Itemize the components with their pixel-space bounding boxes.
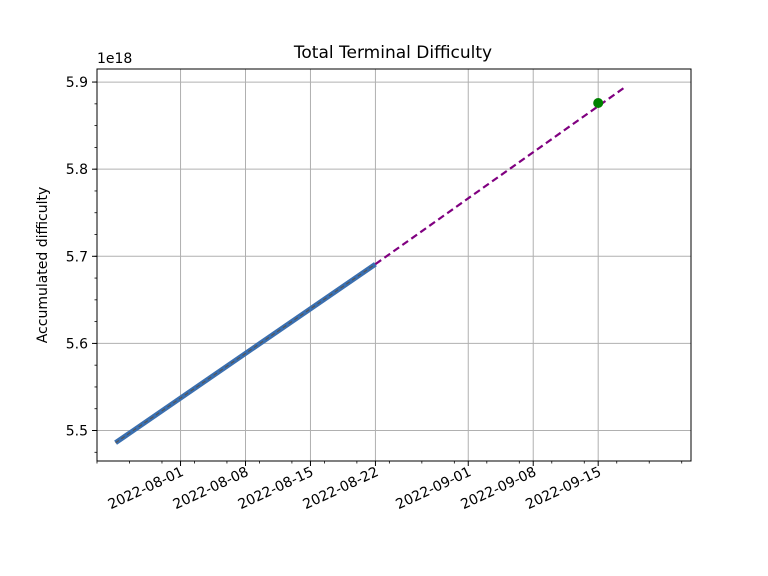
- plot-frame: [96, 68, 692, 462]
- y-tick-label: 5.6: [66, 336, 88, 352]
- plot-area: [97, 69, 691, 461]
- y-tick-label: 5.5: [66, 424, 88, 440]
- marker-point: [593, 97, 604, 108]
- y-axis: 5.5 5.6 5.7 5.8 5.9: [66, 75, 97, 453]
- y-tick-label: 5.9: [66, 75, 88, 91]
- projection-line: [374, 85, 627, 266]
- series-layer: [114, 85, 627, 445]
- y-offset-label: 1e18: [97, 51, 132, 67]
- grid: [97, 69, 691, 461]
- observed-fit-line: [115, 263, 376, 444]
- y-tick-label: 5.8: [66, 162, 88, 178]
- chart-title: Total Terminal Difficulty: [293, 43, 492, 63]
- y-axis-label: Accumulated difficulty: [35, 187, 51, 344]
- y-tick-label: 5.7: [66, 249, 88, 265]
- x-axis: 2022-08-012022-08-082022-08-152022-08-22…: [96, 461, 683, 513]
